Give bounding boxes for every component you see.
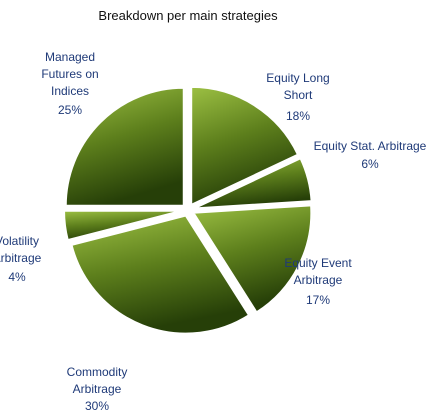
- pie-slice: [70, 214, 251, 335]
- slice-label: Commodity Arbitrage: [66, 365, 128, 396]
- slice-value-label: 6%: [361, 157, 379, 171]
- slice-value-label: 17%: [305, 293, 331, 307]
- pie-slice: [193, 156, 313, 210]
- slice-label: Managed Futures on Indices: [41, 50, 99, 98]
- slice-label: Equity Event Arbitrage: [284, 256, 352, 287]
- chart-title: Breakdown per main strategies: [98, 8, 278, 23]
- slice-value-label: 25%: [57, 103, 83, 117]
- slice-label: Equity Stat. Arbitrage: [313, 139, 427, 153]
- pie-slice: [191, 204, 313, 314]
- slice-label: Volatility Arbitrage: [0, 234, 42, 265]
- slice-value-label: 4%: [8, 270, 26, 284]
- pie-slice: [64, 86, 185, 207]
- slice-value-label: 18%: [285, 109, 311, 123]
- pie-slice: [63, 209, 183, 242]
- slice-value-label: 30%: [84, 399, 110, 413]
- pie-slice: [190, 85, 300, 207]
- slice-label: Equity Long Short: [266, 71, 330, 102]
